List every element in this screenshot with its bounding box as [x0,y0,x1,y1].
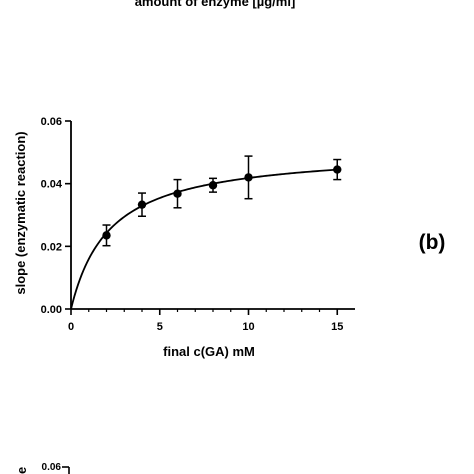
bottom-cutoff-ylabel: e [14,467,29,474]
bottom-partial-panel: 0.06 e [14,462,70,474]
y-tick-label: 0.06 [41,116,62,128]
x-axis-label: final c(GA) mM [163,344,255,359]
top-cutoff-axis-label: amount of enzyme [µg/ml] [135,0,296,9]
fit-curve [70,168,338,310]
data-points [102,165,342,240]
data-point [244,173,253,182]
data-point [102,231,111,240]
data-point [173,189,182,198]
y-tick-label: 0.02 [41,241,62,253]
data-point [137,200,147,209]
y-axis-ticks: 0.00 0.02 0.04 0.06 [41,116,71,316]
panel-label: (b) [419,231,446,254]
data-point [208,181,218,190]
error-bars [102,155,342,247]
chart-axes [70,121,355,310]
x-tick-label: 10 [242,321,254,333]
x-tick-label: 5 [157,321,163,333]
x-axis-ticks: 0 5 10 15 [68,309,343,333]
y-axis-label: slope (enzymatic reaction) [13,131,28,294]
data-point [333,165,342,174]
x-tick-label: 15 [331,321,343,333]
michaelis-menten-chart: 0 5 10 15 0.00 0.02 0.04 0.06 final c(GA) mM s… [13,116,355,359]
bottom-y-tick-label: 0.06 [42,462,62,473]
y-tick-label: 0.04 [41,179,63,191]
x-tick-label: 0 [68,321,74,333]
y-tick-label: 0.00 [41,304,62,316]
